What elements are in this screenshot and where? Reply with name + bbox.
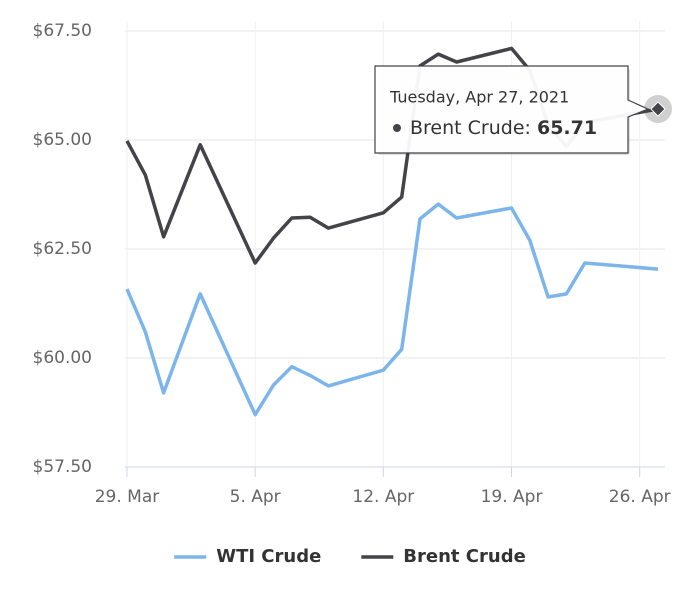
tooltip-value: 65.71 [537,117,597,139]
x-tick-label: 26. Apr [609,487,671,507]
tooltip-line: Brent Crude: 65.71 [410,117,597,139]
y-tick-label: $67.50 [33,21,92,41]
tooltip-header: Tuesday, Apr 27, 2021 [389,88,569,107]
legend: WTI Crude Brent Crude [174,546,526,567]
tooltip-bullet [393,124,401,132]
y-tick-label: $62.50 [33,239,92,259]
tooltip-series-name: Brent Crude [410,117,525,139]
hover-marker [650,101,666,117]
y-tick-label: $60.00 [33,348,92,368]
y-tick-label: $65.00 [33,130,92,150]
legend-item[interactable]: Brent Crude [361,546,526,567]
x-tick-label: 29. Mar [95,487,160,507]
legend-label: Brent Crude [403,546,525,567]
y-tick-label: $57.50 [33,457,92,477]
tooltip-sep: : [525,117,537,139]
series-line [125,202,659,417]
tooltip: Tuesday, Apr 27, 2021 Brent Crude: 65.71 [374,65,650,155]
tooltip-box [374,65,650,154]
x-tick-label: 5. Apr [230,487,281,507]
x-tick-label: 12. Apr [352,487,414,507]
legend-label: WTI Crude [216,546,321,567]
legend-item[interactable]: WTI Crude [174,546,321,567]
x-tick-label: 19. Apr [481,487,543,507]
